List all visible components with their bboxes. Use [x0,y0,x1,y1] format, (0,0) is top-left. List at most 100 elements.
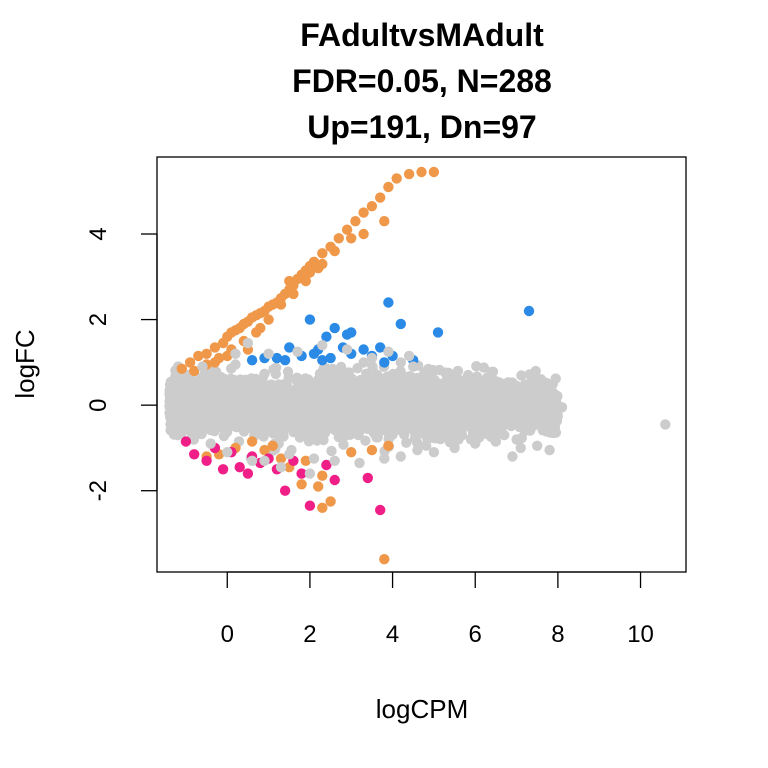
point-significant-high [209,342,221,353]
title-line-3: Up=191, Dn=97 [307,109,536,145]
point-not-significant [284,418,295,429]
point-down [242,468,254,479]
point-not-significant [378,413,390,424]
point-not-significant [242,337,254,349]
point-not-significant [393,375,404,387]
point-not-significant [360,373,371,384]
point-not-significant [242,408,253,419]
point-not-significant [168,404,179,415]
point-significant-high [201,348,212,359]
point-not-significant [290,385,302,396]
point-not-significant [395,399,406,410]
point-not-significant [403,350,415,362]
point-significant-high [259,444,270,456]
point-not-significant [536,394,547,406]
point-not-significant [431,411,442,422]
y-tick-label: -2 [85,480,112,501]
point-significant-high [317,470,328,481]
point-not-significant [541,420,552,431]
point-not-significant [449,370,460,381]
point-up [308,348,320,359]
point-significant-high [284,275,295,287]
point-not-significant [214,376,226,387]
point-significant-high [189,365,200,377]
point-not-significant [412,444,423,456]
point-not-significant [205,370,216,381]
x-axis: 0 2 4 6 8 10 [221,571,654,648]
point-not-significant [366,352,378,364]
point-not-significant [222,447,233,458]
point-down [321,459,332,471]
point-not-significant [276,395,287,406]
point-not-significant [285,402,297,413]
point-not-significant [351,384,362,395]
point-not-significant [399,429,410,440]
x-tick-label: 10 [627,621,654,648]
point-not-significant [172,429,183,441]
point-not-significant [395,357,406,368]
point-not-significant [233,403,244,415]
point-significant-high [263,314,274,325]
point-not-significant [442,430,453,442]
point-up [271,352,283,364]
point-not-significant [538,386,549,398]
point-significant-high [383,181,394,193]
point-not-significant [342,418,353,430]
point-not-significant [246,419,257,430]
point-significant-high [428,166,440,178]
point-not-significant [196,428,207,440]
point-not-significant [516,370,527,381]
point-not-significant [307,430,318,442]
point-not-significant [371,432,382,443]
point-not-significant [398,385,409,396]
point-not-significant [197,361,208,372]
point-not-significant [425,374,437,385]
point-not-significant [218,430,230,442]
point-not-significant [550,373,561,384]
point-not-significant [296,422,307,433]
point-not-significant [449,442,460,454]
point-significant-high [383,440,394,451]
point-not-significant [362,384,373,395]
point-not-significant [174,373,185,384]
point-not-significant [299,396,311,407]
x-tick-label: 6 [469,621,482,648]
point-not-significant [324,371,335,382]
point-not-significant [383,346,394,357]
point-not-significant [267,409,278,421]
point-not-significant [487,366,499,377]
point-not-significant [490,376,502,387]
y-tick-label: 2 [85,313,112,326]
point-not-significant [511,434,522,445]
point-not-significant [519,425,530,436]
point-not-significant [544,444,555,456]
point-not-significant [414,412,426,423]
point-not-significant [356,408,367,419]
point-not-significant [337,393,349,404]
point-down [304,500,316,511]
point-not-significant [380,421,391,432]
point-not-significant [403,401,414,412]
point-not-significant [419,367,430,378]
point-not-significant [225,390,236,402]
point-not-significant [524,403,536,414]
point-up [379,357,390,368]
point-not-significant [327,401,338,412]
point-not-significant [342,378,353,389]
point-not-significant [360,435,371,446]
point-not-significant [507,451,518,462]
point-not-significant [314,369,326,380]
point-not-significant [228,420,239,432]
point-not-significant [490,436,502,447]
point-not-significant [256,420,267,431]
point-significant-high [325,496,336,507]
point-not-significant [292,346,303,357]
point-not-significant [428,365,440,377]
point-not-significant [527,387,539,398]
x-tick-label: 0 [221,621,234,648]
point-not-significant [317,340,328,351]
point-significant-high [275,299,287,310]
point-not-significant [452,389,463,400]
point-not-significant [485,388,496,400]
